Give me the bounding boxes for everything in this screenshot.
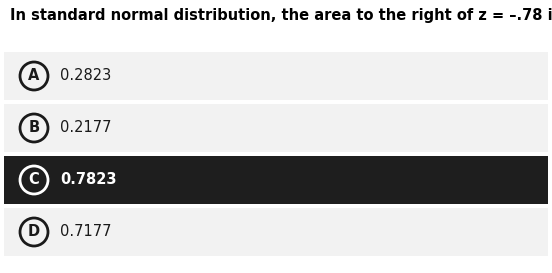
Bar: [4, 104, 548, 152]
Text: 0.2823: 0.2823: [60, 69, 112, 84]
Text: A: A: [28, 69, 40, 84]
Circle shape: [20, 218, 48, 246]
Text: C: C: [29, 173, 39, 188]
Bar: [4, 156, 548, 204]
Text: In standard normal distribution, the area to the right of z = –.78 is:: In standard normal distribution, the are…: [10, 8, 552, 23]
Circle shape: [20, 166, 48, 194]
Text: 0.7823: 0.7823: [60, 173, 116, 188]
Text: 0.2177: 0.2177: [60, 120, 112, 135]
Text: 0.7177: 0.7177: [60, 224, 112, 239]
Text: D: D: [28, 224, 40, 239]
Bar: [4, 208, 548, 256]
Text: B: B: [29, 120, 40, 135]
Bar: [4, 52, 548, 100]
Circle shape: [20, 114, 48, 142]
Circle shape: [20, 62, 48, 90]
